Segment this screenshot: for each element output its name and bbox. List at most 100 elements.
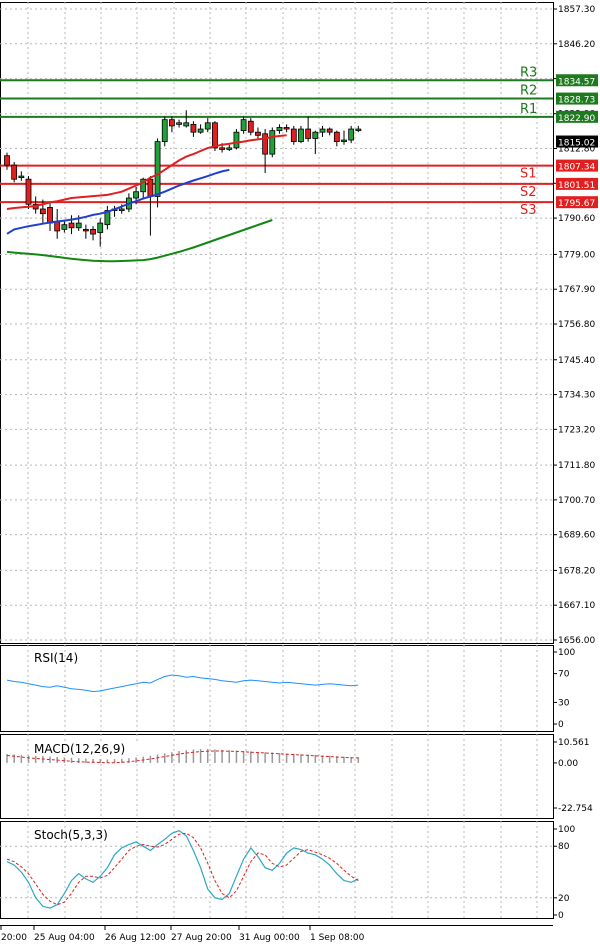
candle-body — [283, 127, 290, 130]
candle-body — [276, 127, 283, 132]
stoch-d-line — [6, 832, 359, 906]
candle-body — [118, 208, 125, 211]
stoch-panel: Stoch(5,3,3) — [0, 828, 553, 909]
candle-body — [61, 224, 68, 230]
candle-body — [169, 119, 175, 127]
level-price-tag — [556, 177, 598, 190]
candle-body — [298, 128, 304, 142]
ma-blue-line — [6, 168, 230, 235]
rsi-panel: RSI(14) — [6, 651, 359, 693]
stoch-y-tick-label: 20 — [558, 894, 570, 904]
rsi-label: RSI(14) — [34, 651, 78, 665]
macd-signal-line — [6, 750, 359, 764]
candle-body — [4, 155, 10, 166]
y-tick-label: 1678.20 — [558, 566, 595, 576]
candle-body — [326, 128, 333, 133]
candle-body — [18, 175, 25, 179]
rsi-y-tick-label: 100 — [558, 648, 575, 658]
candle-body — [190, 123, 197, 133]
candle-body — [176, 122, 182, 125]
price-panel: R3 R2 R1 S1 S2 S3 — [0, 65, 553, 263]
macd-label-bg — [32, 741, 142, 755]
y-tick-label: 1711.80 — [558, 461, 595, 471]
candle-body — [75, 222, 82, 229]
level-name-r1: R1 — [520, 102, 537, 117]
stoch-y-tick-label: 80 — [558, 842, 570, 852]
stoch-k-line — [6, 830, 359, 909]
candle-body — [219, 147, 226, 150]
candle-body — [262, 133, 269, 155]
level-name-s2: S2 — [520, 185, 537, 200]
candle-body — [39, 208, 46, 215]
candle-body — [140, 178, 147, 193]
y-tick-label: 1857.30 — [558, 5, 595, 15]
y-tick-label: 1734.30 — [558, 391, 595, 401]
x-tick-label: 20:00 — [1, 933, 27, 943]
level-price-label: 1795.67 — [558, 199, 595, 209]
candle-body — [240, 119, 247, 132]
stoch-label: Stoch(5,3,3) — [34, 828, 108, 842]
candle-body — [355, 128, 362, 132]
stoch-y-tick-label: 0 — [558, 911, 564, 921]
y-tick-label: 1790.60 — [558, 214, 595, 224]
y-tick-label: 1667.10 — [558, 601, 595, 611]
ma-red-line — [6, 134, 287, 210]
ma-green-line — [6, 219, 273, 263]
x-tick-label: 1 Sep 08:00 — [310, 933, 365, 943]
y-tick-label: 1656.00 — [558, 636, 595, 646]
x-tick-label: 27 Aug 20:00 — [171, 933, 232, 943]
stoch-y-tick-label: 100 — [558, 825, 575, 835]
candle-body — [204, 122, 211, 130]
candle-body — [97, 222, 104, 233]
candle-body — [247, 120, 254, 133]
grid-layer — [0, 2, 554, 919]
candle-body — [47, 207, 53, 224]
y-tick-label: 1812.80 — [558, 144, 595, 154]
level-price-label: 1807.34 — [558, 163, 595, 173]
candle-body — [226, 147, 233, 150]
macd-panel: MACD(12,26,9) — [6, 741, 360, 764]
panel-border-main — [0, 2, 554, 644]
level-price-tag — [556, 74, 598, 87]
macd-y-tick-label: 0.00 — [558, 759, 578, 769]
level-price-tag — [556, 196, 598, 209]
candle-body — [68, 222, 75, 229]
candle-body — [348, 128, 355, 141]
panel-border-stoch — [0, 821, 554, 919]
rsi-y-tick-label: 0 — [558, 720, 564, 730]
macd-y-tick-label: 10.561 — [558, 738, 590, 748]
rsi-y-tick-label: 70 — [558, 670, 570, 680]
panel-border-macd — [0, 734, 554, 819]
level-price-tag — [556, 110, 598, 123]
level-name-s1: S1 — [520, 167, 537, 182]
x-tick-label: 25 Aug 04:00 — [34, 933, 95, 943]
current-price-tag — [556, 135, 598, 148]
y-tick-label: 1723.20 — [558, 425, 595, 435]
y-tick-label: 1689.60 — [558, 531, 595, 541]
level-price-label: 1834.57 — [558, 77, 595, 87]
axis-layer: 20:00 25 Aug 04:00 26 Aug 12:00 27 Aug 20:0… — [0, 5, 598, 943]
candle-body — [154, 141, 161, 197]
candle-body — [90, 228, 96, 235]
level-price-label: 1801.51 — [558, 181, 595, 191]
y-tick-label: 1756.80 — [558, 320, 595, 330]
rsi-y-tick-label: 30 — [558, 698, 570, 708]
candle-body — [333, 131, 340, 142]
current-price-label: 1815.02 — [558, 139, 595, 149]
candle-body — [25, 178, 32, 205]
candle-body — [341, 139, 347, 142]
candle-body — [183, 122, 190, 127]
candle-body — [82, 228, 89, 232]
candle-body — [212, 122, 218, 149]
candle-body — [133, 191, 139, 199]
candle-body — [161, 119, 168, 142]
x-tick-label: 26 Aug 12:00 — [105, 933, 166, 943]
candle-body — [104, 210, 111, 226]
y-tick-label: 1779.00 — [558, 250, 595, 260]
level-name-r3: R3 — [520, 65, 537, 80]
candle-body — [197, 128, 204, 133]
y-tick-label: 1700.70 — [558, 496, 595, 506]
candle-body — [319, 128, 326, 133]
candle-body — [11, 164, 18, 180]
